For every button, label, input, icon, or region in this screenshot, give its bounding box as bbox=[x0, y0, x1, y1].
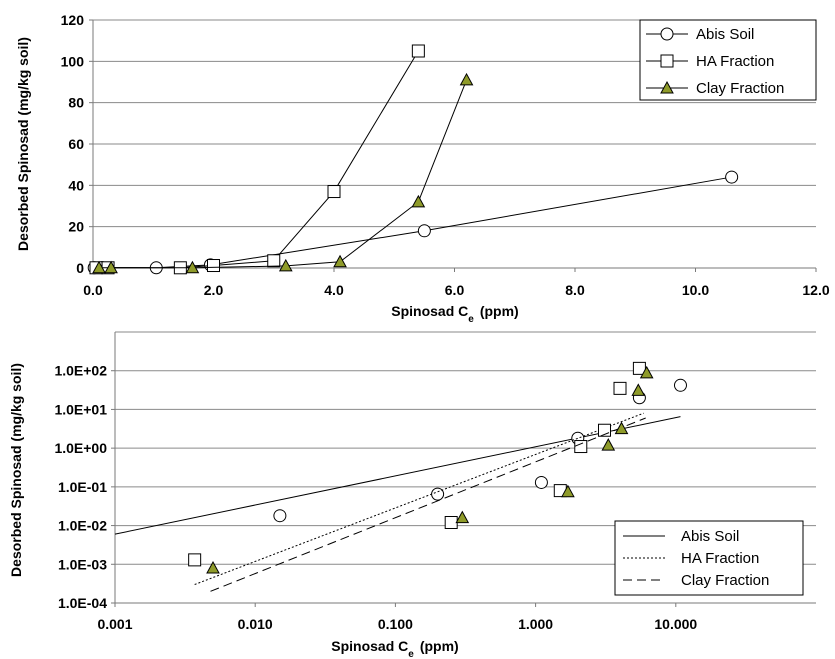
data-point-square bbox=[327, 185, 341, 199]
series-line-circle bbox=[94, 176, 732, 269]
data-point-square bbox=[574, 440, 588, 454]
legend-label: HA Fraction bbox=[696, 53, 774, 70]
legend-label: Clay Fraction bbox=[681, 572, 769, 589]
data-point-circle bbox=[273, 509, 287, 523]
series-line-triangle bbox=[99, 79, 468, 269]
legend-marker-square bbox=[660, 54, 674, 68]
data-point-triangle bbox=[614, 421, 629, 435]
y-tick-label: 20 bbox=[68, 219, 84, 235]
x-tick-label: 0.0 bbox=[83, 282, 103, 298]
x-tick-label: 6.0 bbox=[445, 282, 465, 298]
x-axis-title-main: Spinosad C bbox=[391, 303, 468, 319]
x-tick-label: 0.001 bbox=[97, 616, 132, 632]
x-tick-label: 10.000 bbox=[654, 616, 697, 632]
x-tick-label: 0.010 bbox=[238, 616, 273, 632]
data-point-triangle bbox=[185, 260, 200, 274]
x-tick-label: 10.0 bbox=[682, 282, 709, 298]
legend-marker-circle bbox=[660, 27, 674, 41]
data-point-triangle bbox=[104, 260, 118, 274]
data-point-triangle bbox=[601, 438, 616, 451]
data-point-square bbox=[613, 381, 627, 395]
data-point-triangle bbox=[631, 383, 646, 396]
x-tick-label: 0.100 bbox=[378, 616, 413, 632]
y-tick-label: 1.0E-04 bbox=[58, 595, 107, 611]
y-tick-label: 40 bbox=[68, 177, 84, 193]
x-tick-label: 8.0 bbox=[565, 282, 585, 298]
data-point-triangle bbox=[206, 560, 220, 574]
data-point-triangle bbox=[639, 365, 654, 379]
x-axis-title-unit: (ppm) bbox=[480, 303, 519, 319]
y-tick-label: 1.0E+01 bbox=[54, 401, 107, 417]
data-point-circle bbox=[534, 475, 548, 489]
x-axis-title: Spinosad Ce (ppm) bbox=[391, 303, 518, 325]
x-tick-label: 4.0 bbox=[324, 282, 344, 298]
x-axis-title-main: Spinosad C bbox=[331, 638, 408, 654]
y-tick-label: 0 bbox=[76, 260, 84, 276]
x-tick-label: 1.000 bbox=[518, 616, 553, 632]
legend-marker-triangle bbox=[660, 80, 674, 94]
x-axis-title-subscript: e bbox=[468, 314, 474, 325]
data-point-triangle bbox=[411, 194, 426, 208]
x-axis-title-subscript: e bbox=[408, 649, 414, 659]
data-point-triangle bbox=[278, 258, 293, 272]
y-tick-label: 120 bbox=[61, 12, 85, 28]
chart-1: 0 20 40 60 80 100 120 0.0 2.0 4.0 6.0 8.0 10.0 12.0 Ab… bbox=[15, 12, 830, 325]
y-tick-label: 1.0E+02 bbox=[54, 363, 107, 379]
y-tick-label: 60 bbox=[68, 136, 84, 152]
y-tick-label: 100 bbox=[61, 53, 85, 69]
data-point-triangle bbox=[459, 72, 474, 86]
x-tick-label: 2.0 bbox=[204, 282, 224, 298]
legend-label: Abis Soil bbox=[681, 528, 739, 545]
trendline-square bbox=[194, 412, 644, 585]
y-tick-label: 1.0E-03 bbox=[58, 556, 107, 572]
chart-2: 1.0E-04 1.0E-03 1.0E-02 1.0E-01 1.0E+00 1.0E+… bbox=[8, 331, 816, 659]
y-tick-label: 1.0E-01 bbox=[58, 479, 107, 495]
data-point-square bbox=[444, 516, 458, 530]
legend-box bbox=[614, 520, 804, 596]
data-point-square bbox=[411, 44, 425, 58]
y-tick-label: 1.0E-02 bbox=[58, 518, 107, 534]
data-point-square bbox=[267, 254, 281, 268]
legend-label: HA Fraction bbox=[681, 550, 759, 567]
x-axis-title-unit: (ppm) bbox=[420, 638, 459, 654]
data-point-triangle bbox=[92, 260, 106, 274]
data-point-triangle bbox=[455, 510, 470, 524]
series-line-square bbox=[96, 50, 419, 269]
data-point-square bbox=[188, 553, 202, 567]
trendline-circle bbox=[114, 416, 681, 535]
x-axis-title: Spinosad Ce (ppm) bbox=[331, 638, 458, 659]
data-point-square bbox=[207, 259, 220, 273]
data-point-circle bbox=[417, 224, 431, 238]
y-axis-title: Desorbed Spinosad (mg/kg soil) bbox=[8, 363, 24, 577]
data-point-triangle bbox=[333, 254, 347, 268]
data-point-triangle bbox=[561, 484, 575, 498]
legend-label: Clay Fraction bbox=[696, 80, 784, 97]
data-point-circle bbox=[673, 378, 687, 392]
trendline-triangle bbox=[210, 417, 646, 592]
data-point-circle bbox=[725, 170, 739, 184]
y-axis-title: Desorbed Spinosad (mg/kg soil) bbox=[15, 37, 31, 251]
y-tick-label: 1.0E+00 bbox=[54, 440, 107, 456]
y-tick-label: 80 bbox=[68, 95, 84, 111]
x-tick-label: 12.0 bbox=[802, 282, 829, 298]
legend-label: Abis Soil bbox=[696, 26, 754, 43]
